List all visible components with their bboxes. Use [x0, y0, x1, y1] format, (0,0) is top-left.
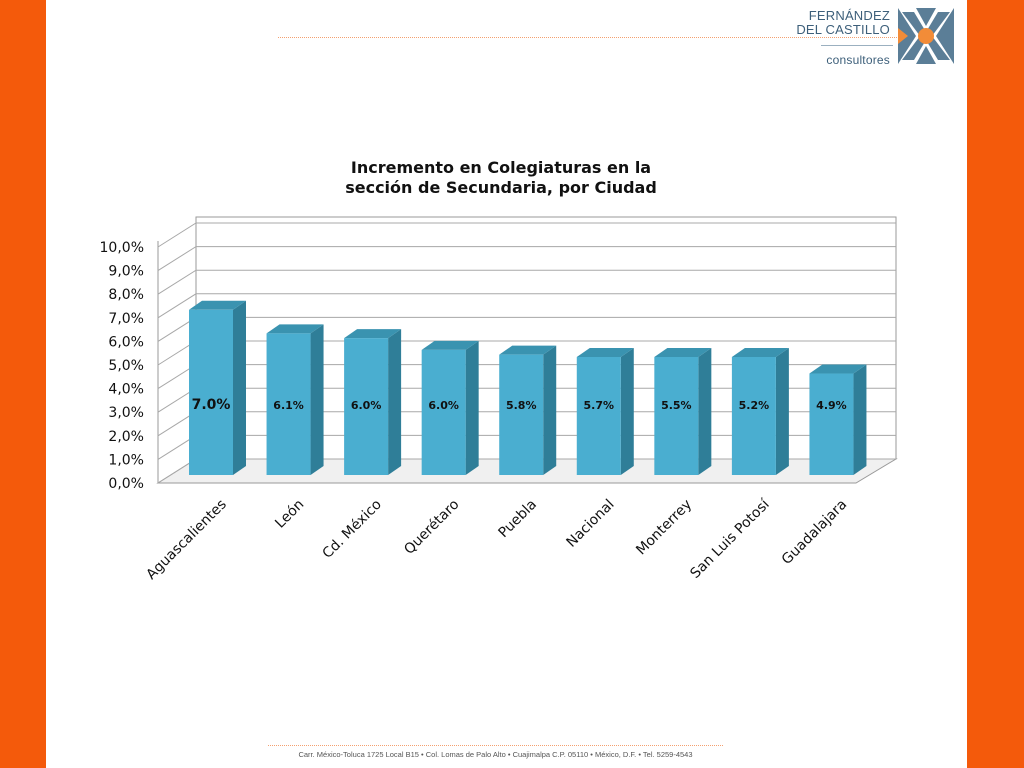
bar: [731, 357, 776, 475]
data-label: 6.0%: [351, 399, 382, 412]
bar: [344, 338, 389, 475]
y-tick-label: 8,0%: [108, 287, 144, 303]
x-category-label: Monterrey: [633, 497, 695, 559]
bar: [189, 309, 233, 475]
bar-side: [388, 329, 402, 475]
gridline: [157, 222, 896, 248]
bar-side: [620, 348, 634, 475]
brand-divider: [821, 45, 893, 46]
header-logo-area: FERNÁNDEZ DEL CASTILLO consultores: [46, 0, 967, 80]
chart-title-line2: sección de Secundaria, por Ciudad: [345, 178, 657, 197]
bar-top: [189, 300, 246, 310]
bar-chart: Incremento en Colegiaturas en lasección …: [100, 158, 898, 583]
bar-side: [465, 340, 479, 475]
bar-side: [233, 300, 246, 475]
bar-top: [344, 329, 402, 339]
bar: [576, 357, 621, 475]
bar: [499, 354, 544, 475]
data-label: 7.0%: [192, 397, 231, 413]
x-category-label: León: [272, 497, 307, 532]
y-tick-label: 9,0%: [108, 264, 144, 280]
brand-name-line1: FERNÁNDEZ: [808, 8, 890, 23]
y-tick-label: 3,0%: [108, 405, 144, 421]
bar-top: [731, 348, 789, 357]
bar: [654, 357, 699, 475]
gridline: [157, 269, 896, 295]
data-label: 4.9%: [816, 399, 847, 412]
bar: [421, 349, 466, 475]
gridline: [157, 246, 896, 272]
data-label: 5.7%: [584, 399, 615, 412]
left-orange-border: [0, 0, 46, 768]
y-tick-label: 0,0%: [108, 476, 144, 492]
x-category-label: Guadalajara: [779, 497, 850, 568]
data-label: 6.0%: [428, 399, 459, 412]
x-category-label: Querétaro: [401, 497, 462, 558]
footer-address: Carr. México-Toluca 1725 Local B15 • Col…: [298, 750, 693, 759]
bar-top: [809, 364, 867, 374]
y-tick-label: 5,0%: [108, 358, 144, 374]
bar: [266, 333, 311, 475]
header-dotted-line: [278, 37, 933, 38]
y-tick-label: 7,0%: [108, 311, 144, 327]
y-tick-label: 2,0%: [108, 429, 144, 445]
y-tick-label: 6,0%: [108, 334, 144, 350]
bar-side: [853, 364, 867, 475]
data-label: 6.1%: [273, 399, 304, 412]
bar-side: [543, 345, 557, 475]
bar-side: [310, 324, 324, 475]
company-logo-icon: [898, 8, 954, 64]
x-category-label: Nacional: [563, 497, 617, 551]
y-tick-label: 4,0%: [108, 382, 144, 398]
y-tick-label: 10,0%: [100, 240, 144, 256]
brand-name-line2: DEL CASTILLO: [796, 22, 890, 37]
slide: FERNÁNDEZ DEL CASTILLO consultores Incre…: [46, 0, 967, 768]
x-category-label: Cd. México: [320, 497, 385, 562]
x-category-label: Aguascalientes: [143, 497, 229, 583]
bar-top: [421, 340, 479, 350]
y-tick-label: 1,0%: [108, 452, 144, 468]
bar-top: [499, 345, 557, 355]
bar-side: [698, 348, 712, 475]
bar-side: [775, 348, 789, 475]
x-category-label: Puebla: [495, 497, 540, 542]
x-category-label: San Luis Potosí: [687, 496, 773, 582]
chart-title-line1: Incremento en Colegiaturas en la: [351, 158, 651, 177]
data-label: 5.8%: [506, 399, 537, 412]
gridline: [157, 293, 896, 319]
bar-top: [654, 348, 712, 357]
data-label: 5.5%: [661, 399, 692, 412]
bar-top: [576, 348, 634, 357]
bar-top: [266, 324, 324, 334]
right-orange-border: [967, 0, 1024, 768]
footer-dotted-line: [268, 745, 723, 746]
bar: [809, 373, 854, 475]
data-label: 5.2%: [739, 399, 770, 412]
brand-subtitle: consultores: [826, 53, 890, 67]
